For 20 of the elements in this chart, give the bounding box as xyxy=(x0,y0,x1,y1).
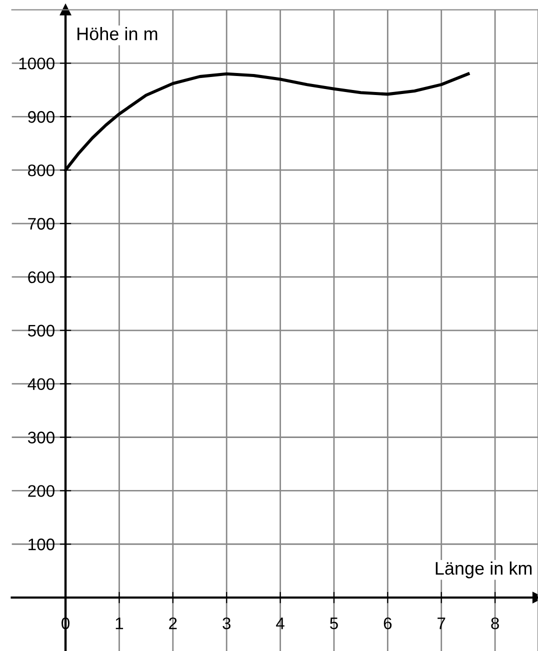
x-tick-label: 3 xyxy=(222,617,230,630)
y-axis-title: Höhe in m xyxy=(78,27,158,40)
x-tick-label: 2 xyxy=(169,617,177,630)
y-tick-label: 1000 xyxy=(19,58,54,70)
y-tick-label: 600 xyxy=(28,271,54,284)
y-tick-label: 500 xyxy=(28,324,54,337)
y-tick-label: 200 xyxy=(28,485,54,497)
y-tick-label: 300 xyxy=(28,432,54,444)
x-tick-label: 1 xyxy=(116,618,124,630)
y-tick-label: 100 xyxy=(28,538,54,550)
x-tick-label: 5 xyxy=(330,618,338,630)
y-tick-label: 900 xyxy=(28,111,54,123)
y-tick-label: 800 xyxy=(28,164,54,176)
x-tick-label: 7 xyxy=(438,618,446,630)
x-tick-label: 6 xyxy=(384,617,392,630)
y-tick-label: 400 xyxy=(28,378,54,390)
x-tick-label: 8 xyxy=(491,617,499,630)
x-axis-title: Länge in km xyxy=(436,561,532,578)
y-tick-label: 700 xyxy=(28,218,54,230)
x-tick-label: 4 xyxy=(276,618,284,630)
